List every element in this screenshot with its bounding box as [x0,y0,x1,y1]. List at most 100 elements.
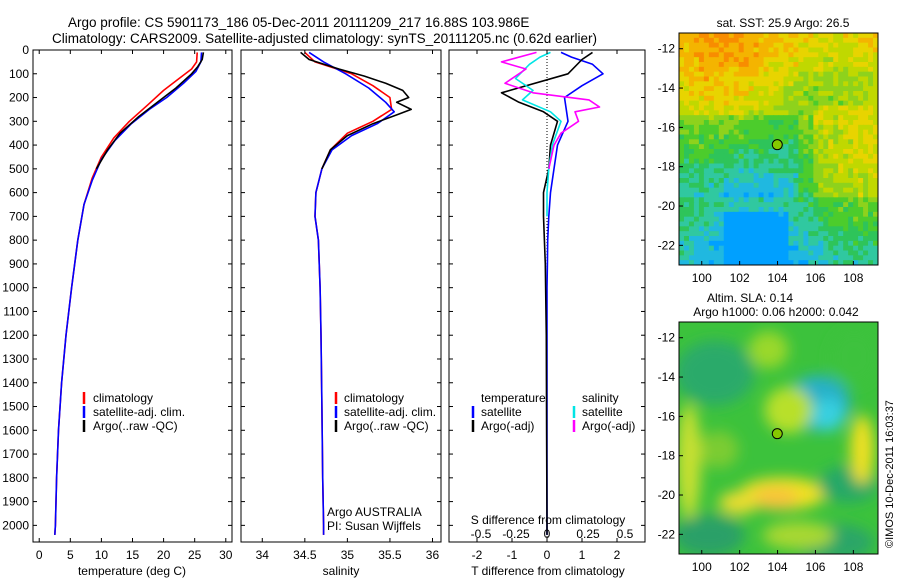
sst-cell [813,91,819,97]
sst-cell [803,86,809,92]
sst-cell [763,245,770,252]
sst-cell [823,33,829,39]
sst-cell [773,76,780,82]
sst-cell [793,86,799,92]
sst-cell [708,236,715,242]
sst-cell [758,33,765,39]
sst-cell [783,231,790,237]
sst-cell [828,153,834,160]
sst-cell [823,163,829,169]
sst-cell [698,163,705,169]
sst-cell [798,33,804,39]
sst-cell [798,202,804,208]
sst-cell [693,120,700,126]
sst-cell [758,260,765,265]
map-y-tick-label: -12 [658,331,676,345]
sst-cell [803,66,809,73]
sst-cell [758,202,765,208]
sst-cell [733,226,740,232]
sst-cell [758,52,765,58]
sst-cell [703,153,710,160]
sst-cell [698,76,705,82]
x-tick-label: -2 [472,548,483,562]
legend-salinity-title: salinity [582,391,619,405]
sst-cell [768,42,775,49]
sst-cell [873,42,878,49]
sst-cell [768,110,775,116]
sst-cell [733,149,740,155]
sst-cell [833,115,839,121]
sst-cell [873,226,878,232]
sst-cell [818,86,824,92]
sst-cell [713,182,720,189]
sst-cell [753,66,760,73]
sst-cell [698,52,705,58]
sst-cell [833,192,839,198]
sst-cell [858,158,864,165]
sst-cell [679,52,685,58]
sst-cell [818,91,824,97]
sst-cell [748,182,755,189]
sst-cell [679,207,685,213]
map-x-tick-label: 100 [692,560,712,574]
sst-cell [833,47,839,53]
sst-cell [863,139,869,145]
sst-cell [713,100,720,107]
sst-cell [833,124,839,131]
sst-cell [698,216,705,223]
sst-cell [803,178,809,184]
sst-cell [808,100,814,107]
sst-cell [788,95,795,102]
sst-cell [848,182,854,189]
sst-cell [679,240,685,247]
sst-cell [708,163,715,169]
sst-cell [718,91,725,97]
sst-cell [718,240,725,247]
sst-cell [783,250,790,256]
sst-cell [733,100,740,107]
sst-cell [763,216,770,223]
sst-cell [683,120,690,126]
sst-cell [743,81,750,87]
sst-cell [873,211,878,218]
x-tick-label: 35 [341,548,355,562]
sst-cell [863,187,869,194]
sst-cell [793,37,799,44]
sst-cell [853,110,859,116]
sst-cell [833,129,839,136]
depth-tick-label: 500 [9,162,29,176]
sst-cell [818,182,824,189]
sst-cell [738,149,745,155]
sst-cell [728,211,735,218]
sst-cell [843,202,849,208]
sst-cell [778,197,785,203]
sst-cell [863,52,869,58]
sst-cell [833,216,839,223]
sst-cell [728,158,735,165]
sst-cell [808,211,814,218]
sst-cell [679,202,685,208]
sst-cell [753,226,760,232]
sst-cell [838,211,844,218]
sst-cell [833,52,839,58]
sst-cell [803,105,809,111]
sst-cell [793,153,799,160]
sst-cell [763,105,770,111]
sst-cell [708,202,715,208]
sst-cell [718,260,725,265]
sst-cell [858,66,864,73]
sst-cell [753,197,760,203]
sst-cell [688,120,695,126]
sla-map-title-1: Altim. SLA: 0.14 [707,291,793,305]
sst-cell [843,95,849,102]
sst-cell [693,95,700,102]
sst-cell [863,124,869,131]
sst-cell [833,91,839,97]
sst-cell [778,260,785,265]
sst-cell [808,260,814,265]
sst-cell [748,139,755,145]
sst-cell [808,236,814,242]
sst-cell [738,37,745,44]
sst-cell [708,120,715,126]
sla-feature [750,486,799,510]
